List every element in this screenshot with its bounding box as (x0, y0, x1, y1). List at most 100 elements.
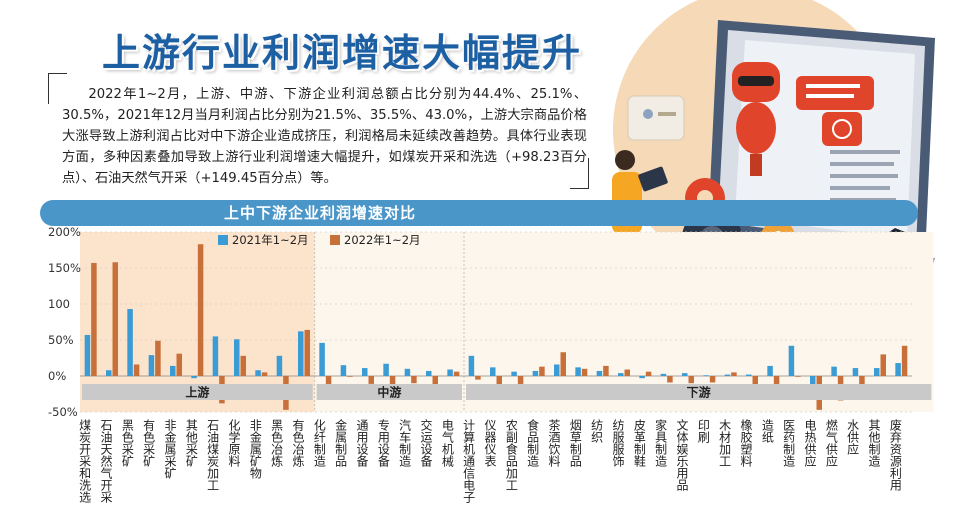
legend-swatch (330, 235, 340, 245)
intro-paragraph: 2022年1~2月，上游、中游、下游企业利润总额占比分别为44.4%、25.1%… (62, 87, 587, 186)
bar-2021 (682, 373, 688, 376)
y-tick-label: 0% (48, 369, 66, 383)
bar-2021 (234, 339, 240, 376)
bar-2022 (261, 372, 268, 376)
bar-2022 (645, 371, 652, 376)
bar-2022 (155, 340, 161, 376)
group-label-strip (82, 384, 313, 400)
category-label: 电气机械 (440, 419, 454, 467)
category-label: 非金属采矿 (163, 419, 177, 479)
bar-2022 (496, 376, 502, 386)
bar-2022 (795, 376, 801, 377)
quote-bracket-right (570, 158, 589, 189)
page-title: 上游行业利润增速大幅提升 (102, 31, 583, 75)
chart-title: 上中下游企业利润增速对比 (223, 204, 416, 222)
category-label: 橡胶塑料 (739, 419, 753, 467)
group-label: 上游 (185, 385, 209, 400)
bar-2021 (767, 365, 773, 376)
bar-2021 (660, 373, 667, 376)
bar-2021 (170, 365, 176, 376)
category-label: 仪器仪表 (483, 419, 497, 467)
bar-2022 (581, 368, 588, 376)
group-label: 中游 (377, 385, 401, 400)
group-background (464, 232, 934, 412)
bar-2021 (447, 369, 453, 376)
category-label: 文体娱乐用品 (675, 418, 689, 491)
bar-2021 (276, 355, 283, 376)
legend-swatch (218, 235, 228, 245)
category-label: 石油天然气开采 (99, 419, 113, 503)
chat-bubble-icon (627, 76, 874, 146)
bar-2021 (618, 373, 624, 376)
bar-2021 (532, 370, 539, 376)
group-label-strip (316, 384, 462, 400)
bar-2022 (880, 354, 886, 376)
bar-2022 (411, 376, 417, 384)
category-label: 茶酒饮料 (547, 418, 561, 467)
category-label: 计算机通信电子 (462, 419, 476, 503)
bar-2021 (404, 368, 411, 376)
category-label: 专用设备 (376, 418, 390, 468)
bar-2022 (688, 376, 694, 384)
chart-banner: 上中下游企业利润增速对比 (40, 200, 918, 226)
category-label: 其他制造 (867, 419, 881, 467)
bar-2022 (347, 376, 353, 377)
bar-2022 (667, 376, 673, 383)
bar-2021 (554, 364, 560, 376)
category-label: 黑色冶炼 (270, 419, 284, 468)
category-label: 纺服服饰 (611, 419, 625, 467)
legend-label: 2022年1~2月 (344, 233, 421, 247)
bar-2021 (191, 376, 197, 379)
bar-2022 (368, 376, 374, 384)
category-label: 印刷 (696, 419, 710, 443)
bar-2021 (511, 371, 517, 376)
bar-2021 (468, 355, 475, 376)
quote-bracket-left (48, 73, 67, 104)
y-tick-label: 50% (48, 333, 74, 347)
bar-2021 (895, 363, 901, 376)
bar-2022 (389, 376, 396, 385)
category-label: 食品制造 (526, 418, 540, 467)
bar-2021 (212, 336, 219, 376)
group-label-strip (466, 384, 932, 400)
bar-2021 (596, 370, 603, 376)
category-label: 黑色采矿 (120, 419, 134, 467)
bar-2022 (709, 376, 716, 383)
bar-2021 (490, 367, 496, 376)
category-label: 通用设备 (355, 419, 369, 468)
bar-2022 (539, 366, 545, 376)
bar-2022 (197, 244, 204, 376)
category-label: 非金属矿物 (248, 419, 262, 479)
bar-2021 (255, 370, 261, 376)
bar-2021 (426, 370, 432, 376)
bar-2022 (112, 262, 118, 376)
bar-2022 (603, 365, 609, 376)
category-label: 金属制品 (334, 418, 348, 467)
bar-2021 (703, 375, 709, 377)
bar-2021 (746, 374, 752, 376)
bar-2021 (106, 370, 112, 376)
bar-2021 (340, 365, 347, 376)
category-label: 造纸 (760, 419, 774, 444)
category-label: 电热供应 (803, 419, 817, 467)
bar-2022 (560, 352, 566, 376)
category-label: 石油煤炭加工 (206, 419, 220, 491)
category-label: 农副食品加工 (504, 419, 518, 491)
bar-2022 (901, 345, 908, 376)
bar-2021 (852, 368, 859, 376)
category-label: 皮革制鞋 (632, 419, 646, 468)
category-label: 交运设备 (419, 418, 433, 468)
bar-2021 (84, 334, 91, 376)
category-label: 水供应 (846, 419, 860, 455)
bar-2022 (240, 355, 246, 376)
category-label: 燃气供应 (824, 418, 838, 467)
category-label: 家具制造 (654, 418, 668, 467)
bar-2021 (127, 309, 133, 376)
category-label: 纺织 (590, 419, 604, 443)
category-label: 煤炭开采和洗选 (78, 419, 92, 504)
y-tick-label: 100 (48, 297, 70, 311)
bar-2022 (453, 371, 460, 376)
legend-label: 2021年1~2月 (232, 233, 309, 247)
